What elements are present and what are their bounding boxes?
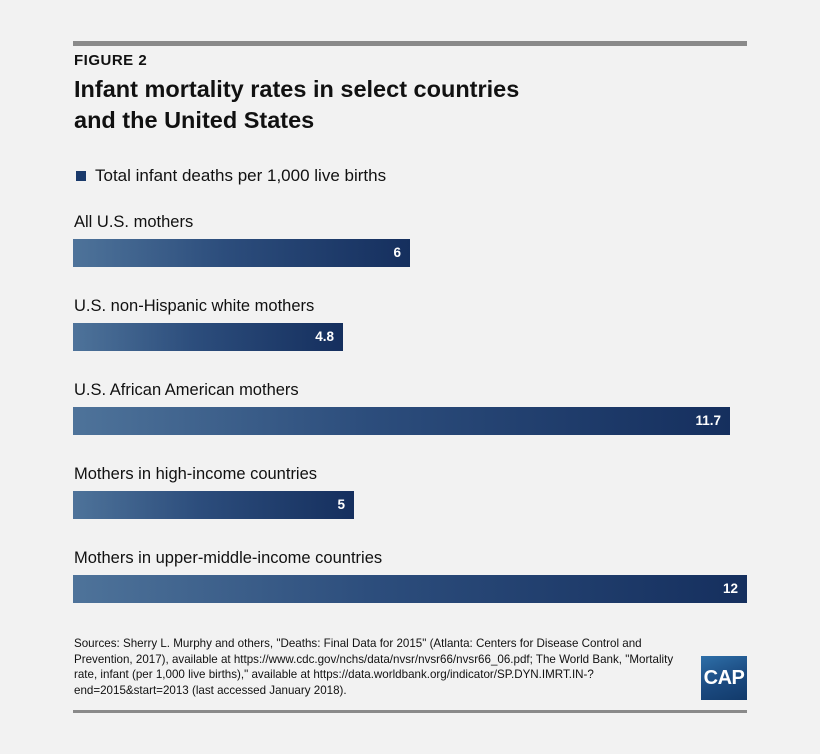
chart-title-line-2: and the United States <box>74 107 315 133</box>
category-label: U.S. non-Hispanic white mothers <box>74 297 315 315</box>
bar: 5 <box>73 491 354 519</box>
category-label: Mothers in high-income countries <box>74 465 318 483</box>
chart-title-line-1: Infant mortality rates in select countri… <box>74 76 520 102</box>
legend: Total infant deaths per 1,000 live birth… <box>76 166 386 186</box>
bar-value-label: 11.7 <box>695 413 721 428</box>
legend-swatch <box>76 171 86 181</box>
bar: 11.7 <box>73 407 730 435</box>
sources-note: Sources: Sherry L. Murphy and others, "D… <box>74 637 674 697</box>
figure-label: FIGURE 2 <box>74 52 148 69</box>
chart-title: Infant mortality rates in select countri… <box>74 74 594 136</box>
top-rule <box>73 41 747 46</box>
bar-value-label: 6 <box>393 245 401 260</box>
legend-label: Total infant deaths per 1,000 live birth… <box>95 166 387 185</box>
cap-logo-text: CAP <box>703 666 745 689</box>
bar-value-label: 12 <box>722 581 738 596</box>
category-label: All U.S. mothers <box>74 213 194 231</box>
category-label: U.S. African American mothers <box>74 381 299 399</box>
bar-value-label: 4.8 <box>315 329 334 344</box>
category-label: Mothers in upper-middle-income countries <box>74 549 383 567</box>
bottom-rule <box>73 710 747 713</box>
bar: 4.8 <box>73 323 343 351</box>
bar: 12 <box>73 575 747 603</box>
bar: 6 <box>73 239 410 267</box>
cap-logo: CAP <box>701 656 747 700</box>
bar-value-label: 5 <box>337 497 345 512</box>
